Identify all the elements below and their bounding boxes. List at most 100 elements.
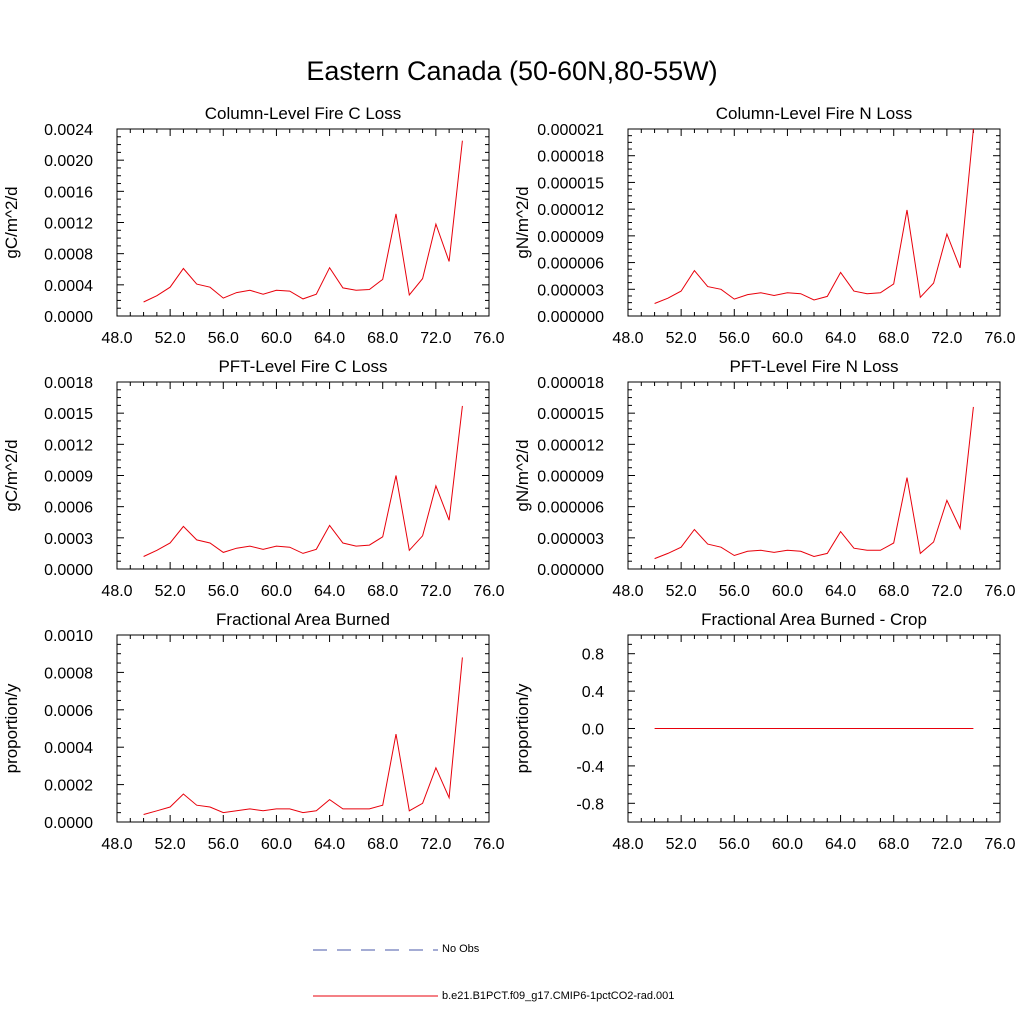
y-tick-label: 0.0010 xyxy=(44,628,93,645)
x-tick-label: 64.0 xyxy=(825,836,856,853)
y-axis-label: gN/m^2/d xyxy=(513,439,532,511)
y-tick-label: 0.000021 xyxy=(537,122,604,139)
series-line xyxy=(143,140,463,303)
x-tick-label: 48.0 xyxy=(612,836,643,853)
y-tick-label: 0.0016 xyxy=(44,184,93,201)
y-tick-label: 0.0003 xyxy=(44,531,93,548)
legend-label-no-obs: No Obs xyxy=(442,943,480,955)
y-axis-label: proportion/y xyxy=(2,683,21,773)
chart-panel xyxy=(116,634,490,823)
x-tick-label: 48.0 xyxy=(101,583,132,600)
x-tick-label: 48.0 xyxy=(101,836,132,853)
y-tick-label: 0.0012 xyxy=(44,437,93,454)
y-tick-label: -0.8 xyxy=(576,796,604,813)
y-tick-label: -0.4 xyxy=(576,759,604,776)
x-tick-label: 52.0 xyxy=(155,836,186,853)
plot-frame xyxy=(116,634,490,823)
series-line xyxy=(654,128,974,304)
x-tick-label: 52.0 xyxy=(155,330,186,347)
x-tick-label: 68.0 xyxy=(878,836,909,853)
x-tick-label: 76.0 xyxy=(473,330,504,347)
x-tick-label: 72.0 xyxy=(420,836,451,853)
x-tick-label: 60.0 xyxy=(261,330,292,347)
x-tick-label: 72.0 xyxy=(931,330,962,347)
x-tick-label: 64.0 xyxy=(314,330,345,347)
plot-frame xyxy=(116,128,490,317)
panel-title: Column-Level Fire N Loss xyxy=(716,104,913,123)
y-tick-label: 0.000015 xyxy=(537,406,604,423)
x-tick-label: 56.0 xyxy=(208,836,239,853)
x-tick-label: 56.0 xyxy=(208,583,239,600)
y-tick-label: 0.0018 xyxy=(44,375,93,392)
x-tick-label: 76.0 xyxy=(473,583,504,600)
y-axis-label: gC/m^2/d xyxy=(2,186,21,258)
y-tick-label: 0.000018 xyxy=(537,375,604,392)
plot-frame xyxy=(116,381,490,570)
y-tick-label: 0.0 xyxy=(582,722,604,739)
y-tick-label: 0.000006 xyxy=(537,500,604,517)
y-tick-label: 0.000009 xyxy=(537,229,604,246)
x-tick-label: 52.0 xyxy=(666,583,697,600)
x-tick-label: 60.0 xyxy=(772,836,803,853)
y-tick-label: 0.4 xyxy=(582,684,604,701)
y-tick-label: 0.000003 xyxy=(537,531,604,548)
series-line xyxy=(654,406,974,560)
x-tick-label: 72.0 xyxy=(420,583,451,600)
panel-title: Fractional Area Burned xyxy=(216,610,390,629)
series-line xyxy=(143,405,463,557)
x-tick-label: 60.0 xyxy=(772,330,803,347)
y-tick-label: 0.0006 xyxy=(44,703,93,720)
y-axis-label: proportion/y xyxy=(513,683,532,773)
panel-title: PFT-Level Fire C Loss xyxy=(218,357,387,376)
y-tick-label: 0.000000 xyxy=(537,562,604,579)
x-tick-label: 60.0 xyxy=(261,836,292,853)
figure-title: Eastern Canada (50-60N,80-55W) xyxy=(306,56,718,86)
chart-panel xyxy=(116,381,490,570)
x-tick-label: 56.0 xyxy=(208,330,239,347)
chart-panel xyxy=(116,128,490,317)
y-tick-label: 0.0008 xyxy=(44,665,93,682)
chart-panel xyxy=(627,128,1001,317)
y-tick-label: 0.0006 xyxy=(44,500,93,517)
x-tick-label: 72.0 xyxy=(420,330,451,347)
y-tick-label: 0.0000 xyxy=(44,815,93,832)
x-tick-label: 52.0 xyxy=(666,836,697,853)
y-tick-label: 0.000012 xyxy=(537,202,604,219)
y-tick-label: 0.0009 xyxy=(44,469,93,486)
panel-title: Fractional Area Burned - Crop xyxy=(701,610,927,629)
chart-panel xyxy=(627,634,1001,823)
x-tick-label: 48.0 xyxy=(101,330,132,347)
y-tick-label: 0.0024 xyxy=(44,122,93,139)
y-tick-label: 0.000006 xyxy=(537,256,604,273)
x-tick-label: 76.0 xyxy=(984,330,1015,347)
x-tick-label: 68.0 xyxy=(878,330,909,347)
y-tick-label: 0.000003 xyxy=(537,282,604,299)
series-line xyxy=(143,657,463,815)
x-tick-label: 72.0 xyxy=(931,836,962,853)
plot-frame xyxy=(627,128,1001,317)
y-axis-label: gC/m^2/d xyxy=(2,439,21,511)
y-tick-label: 0.0015 xyxy=(44,406,93,423)
y-tick-label: 0.0020 xyxy=(44,153,93,170)
y-tick-label: 0.0008 xyxy=(44,247,93,264)
x-tick-label: 48.0 xyxy=(612,330,643,347)
x-tick-label: 68.0 xyxy=(367,583,398,600)
panel-title: Column-Level Fire C Loss xyxy=(205,104,402,123)
plot-frame xyxy=(627,381,1001,570)
x-tick-label: 64.0 xyxy=(314,836,345,853)
y-tick-label: 0.0012 xyxy=(44,216,93,233)
x-tick-label: 76.0 xyxy=(984,583,1015,600)
x-tick-label: 76.0 xyxy=(473,836,504,853)
x-tick-label: 64.0 xyxy=(825,583,856,600)
x-tick-label: 60.0 xyxy=(261,583,292,600)
y-tick-label: 0.000018 xyxy=(537,149,604,166)
chart-panel xyxy=(627,381,1001,570)
y-tick-label: 0.000000 xyxy=(537,309,604,326)
x-tick-label: 76.0 xyxy=(984,836,1015,853)
legend-label-model-run: b.e21.B1PCT.f09_g17.CMIP6-1pctCO2-rad.00… xyxy=(442,990,675,1002)
y-tick-label: 0.0000 xyxy=(44,562,93,579)
y-tick-label: 0.000012 xyxy=(537,437,604,454)
panel-title: PFT-Level Fire N Loss xyxy=(729,357,898,376)
x-tick-label: 48.0 xyxy=(612,583,643,600)
